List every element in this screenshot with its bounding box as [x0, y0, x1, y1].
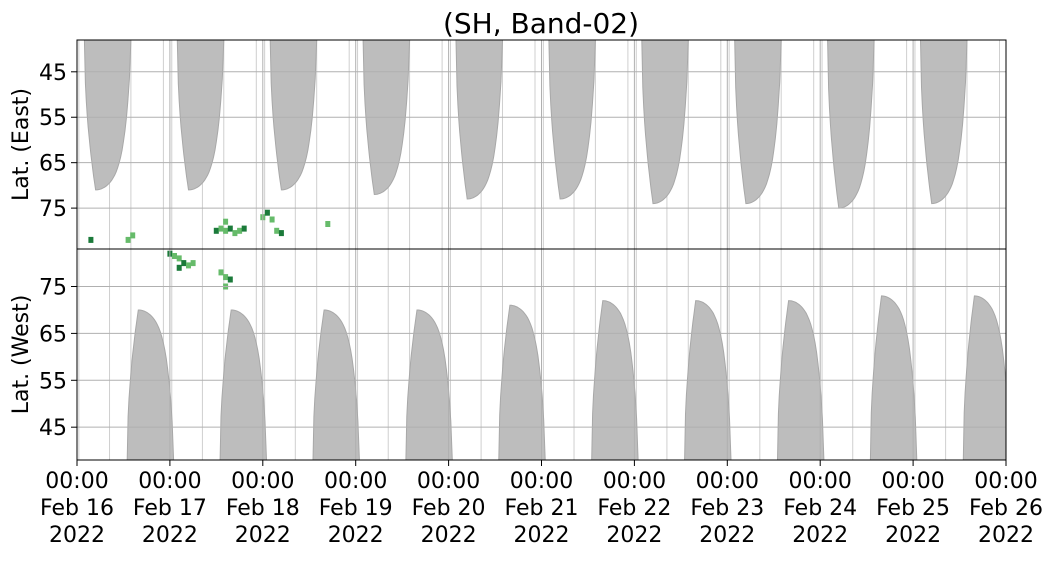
detection-point — [190, 260, 196, 267]
y-tick-label: 65 — [39, 152, 67, 177]
pass-west-1 — [126, 309, 175, 460]
pass-west-2 — [219, 309, 268, 460]
pass-west-9 — [869, 295, 918, 460]
detection-point — [223, 274, 229, 281]
detection-point — [274, 227, 280, 234]
detection-point — [325, 221, 331, 227]
x-axis: 00:00 Feb 16 2022 00:00 Feb 17 2022 00:00 Feb 1… — [40, 460, 1043, 548]
y-axis-label-west: Lat. (West) — [9, 295, 34, 415]
y-tick-label: 45 — [39, 61, 67, 86]
detection-point — [186, 262, 191, 269]
detection-point — [181, 260, 187, 267]
detection-point — [176, 264, 182, 271]
x-tick-label: 00:00 Feb 24 2022 — [783, 469, 857, 548]
pass-east-8 — [734, 40, 782, 205]
detection-point — [125, 236, 131, 243]
y-tick-label: 45 — [39, 416, 67, 441]
pass-west-3 — [312, 309, 360, 460]
x-tick-label: 00:00 Feb 20 2022 — [412, 469, 486, 548]
grid-west — [77, 249, 1006, 460]
pass-east-6 — [548, 40, 596, 200]
x-tick-label: 00:00 Feb 26 2022 — [969, 469, 1043, 548]
pass-east-2 — [176, 40, 225, 191]
detection-point — [241, 225, 247, 232]
detection-point — [130, 232, 136, 239]
pass-east-7 — [641, 40, 689, 205]
x-tick-label: 00:00 Feb 19 2022 — [319, 469, 393, 548]
pass-west-5 — [498, 304, 546, 460]
detection-point — [227, 225, 233, 232]
detection-point — [264, 209, 270, 216]
y-tick-label: 75 — [39, 276, 67, 301]
y-axis-label-east: Lat. (East) — [9, 88, 34, 201]
detection-point — [278, 230, 284, 237]
x-tick-label: 00:00 Feb 23 2022 — [690, 469, 764, 548]
y-tick-label: 55 — [39, 106, 67, 131]
detection-point — [269, 216, 275, 223]
detection-point — [223, 218, 229, 225]
x-tick-label: 00:00 Feb 18 2022 — [226, 469, 300, 548]
pass-east-10 — [919, 40, 968, 205]
x-tick-label: 00:00 Feb 25 2022 — [876, 469, 950, 548]
y-tick-label: 65 — [39, 322, 67, 347]
detection-point — [232, 230, 238, 237]
detection-point — [227, 276, 233, 283]
pass-east-3 — [269, 40, 318, 191]
detection-point — [172, 253, 177, 259]
x-tick-label: 00:00 Feb 17 2022 — [133, 469, 207, 548]
pass-west-4 — [405, 309, 453, 460]
detection-point — [218, 225, 224, 232]
pass-east-1 — [83, 40, 132, 191]
x-tick-label: 00:00 Feb 16 2022 — [40, 469, 114, 548]
detection-point — [237, 227, 243, 234]
x-tick-label: 00:00 Feb 21 2022 — [505, 469, 579, 548]
chart-title: (SH, Band-02) — [443, 7, 639, 40]
detection-point — [223, 227, 229, 234]
pass-west-10 — [962, 295, 1006, 460]
plot-area-west — [78, 249, 1006, 460]
pass-east-5 — [455, 40, 504, 200]
detection-point — [88, 236, 94, 243]
y-tick-label: 75 — [39, 197, 67, 222]
pass-east-9 — [827, 40, 875, 209]
detection-point — [213, 227, 219, 234]
y-tick-label: 55 — [39, 369, 67, 394]
x-tick-label: 00:00 Feb 22 2022 — [597, 469, 671, 548]
detection-point — [218, 269, 224, 276]
grid-east — [77, 40, 1006, 249]
detection-point — [176, 255, 182, 262]
